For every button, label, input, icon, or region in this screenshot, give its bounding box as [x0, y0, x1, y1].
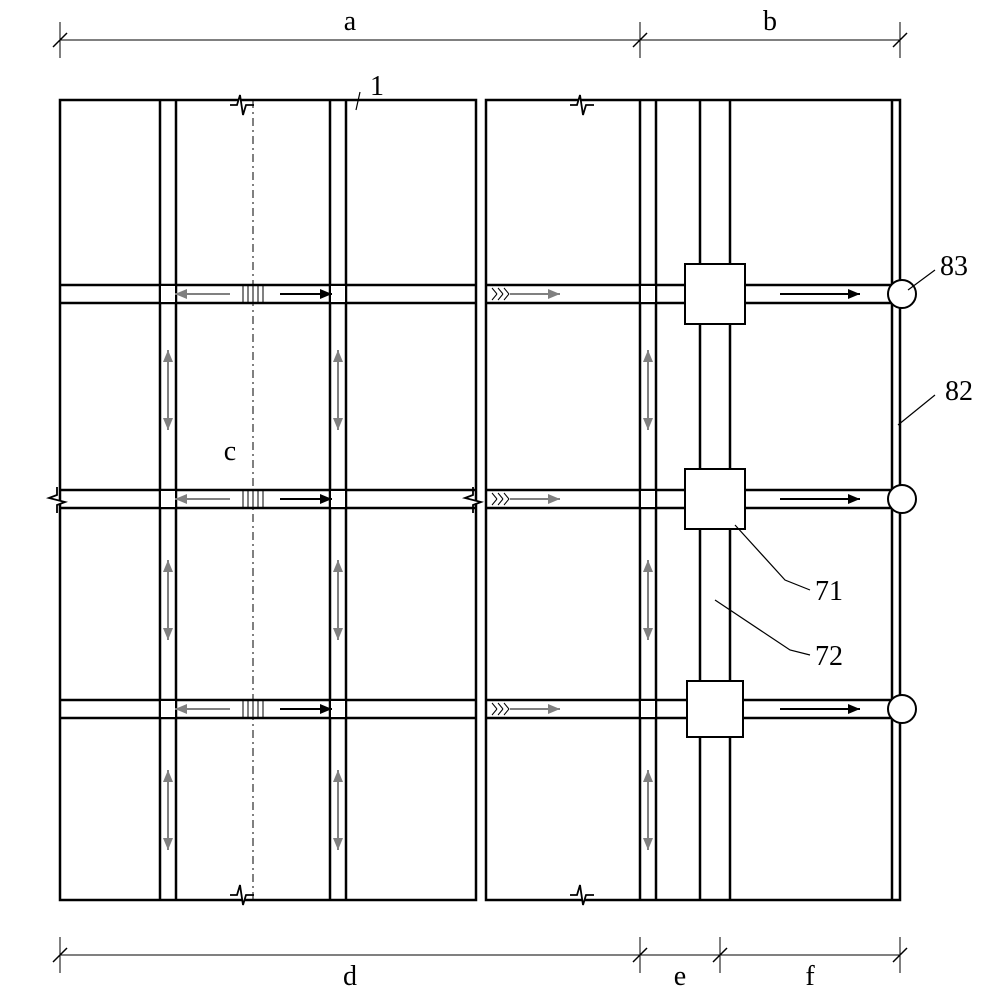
svg-text:f: f	[805, 961, 815, 992]
svg-text:e: e	[674, 961, 686, 992]
svg-text:c: c	[224, 436, 236, 467]
svg-text:72: 72	[815, 641, 843, 672]
svg-text:82: 82	[945, 376, 973, 407]
junction-box	[685, 469, 745, 529]
junction-box	[685, 264, 745, 324]
junction-box	[687, 681, 743, 737]
outlet-circle	[888, 485, 916, 513]
outlet-circle	[888, 280, 916, 308]
svg-text:1: 1	[370, 71, 384, 102]
outlet-circle	[888, 695, 916, 723]
engineering-diagram: a b d e f c 1 83 82 71 72	[0, 0, 983, 1000]
svg-text:83: 83	[940, 251, 968, 282]
svg-text:d: d	[343, 961, 357, 992]
svg-text:b: b	[763, 6, 777, 37]
svg-text:a: a	[344, 6, 357, 37]
svg-text:71: 71	[815, 576, 843, 607]
